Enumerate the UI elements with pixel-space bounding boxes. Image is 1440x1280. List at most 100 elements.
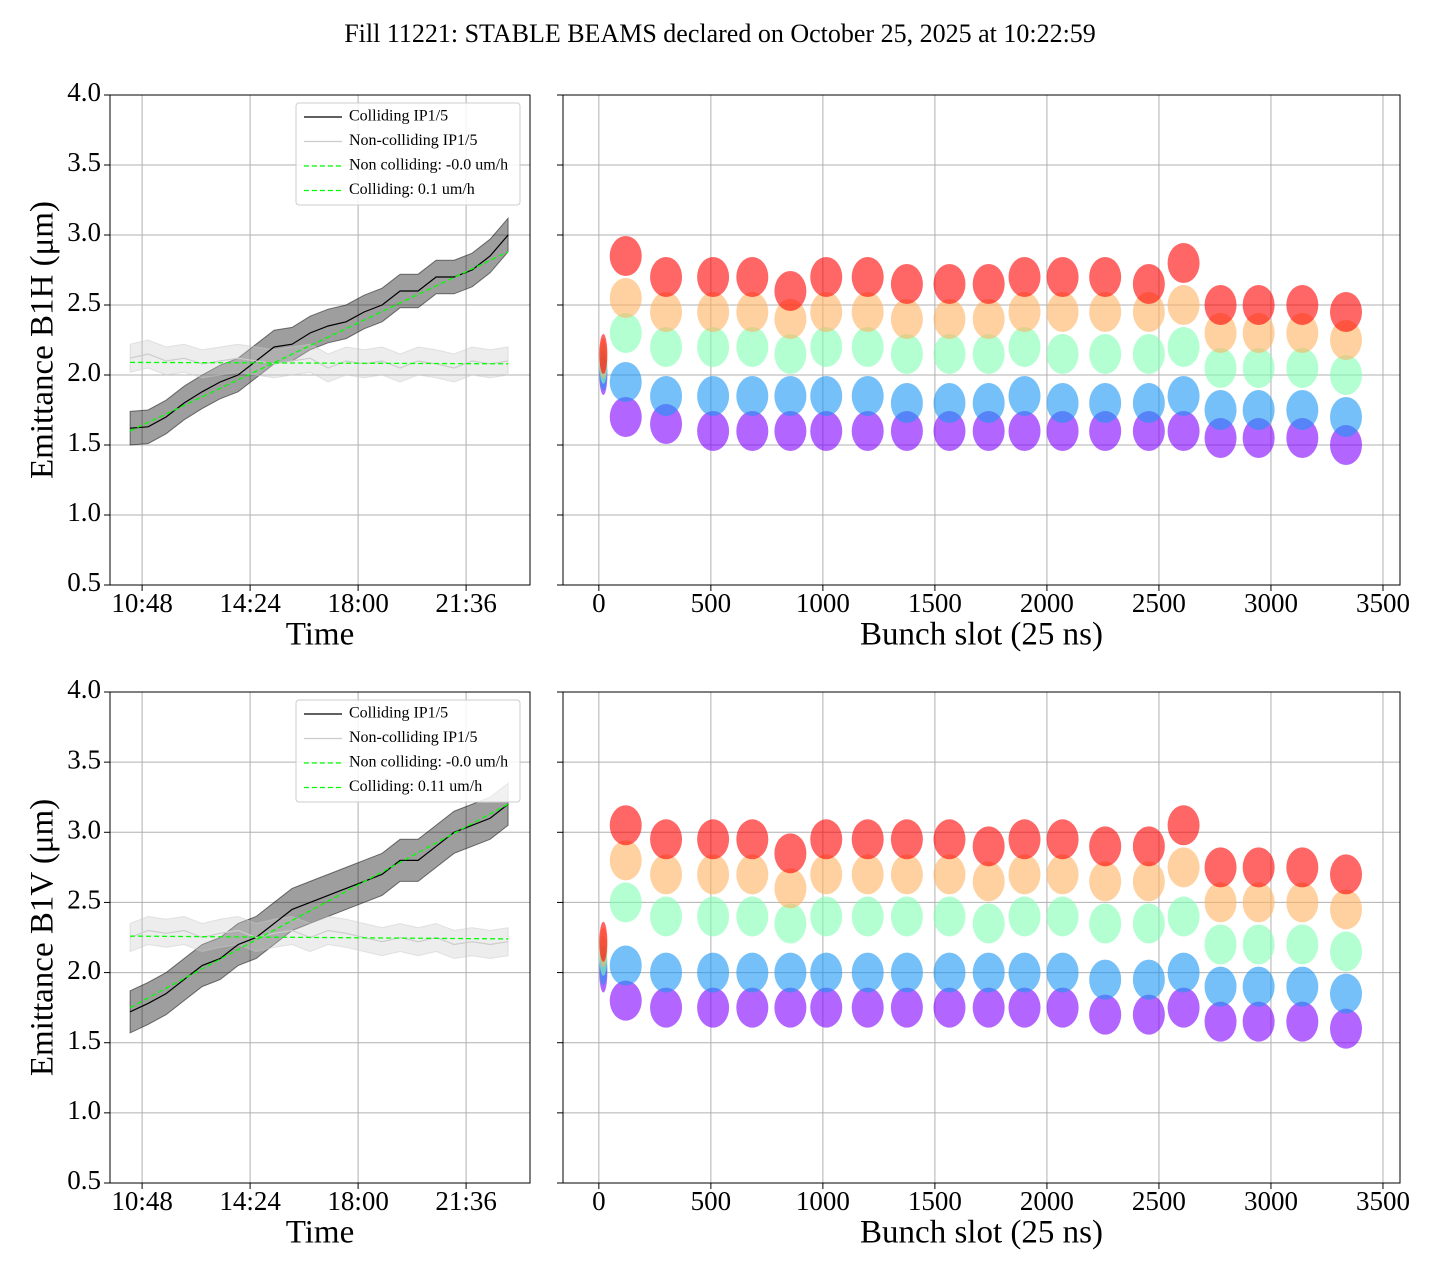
x-tick-label: 500	[691, 1186, 732, 1216]
point-cloud	[1167, 243, 1200, 283]
band	[129, 216, 509, 446]
point-cloud	[774, 411, 807, 451]
point-cloud	[609, 945, 642, 986]
point-cloud	[774, 868, 807, 909]
point-cloud	[736, 854, 769, 895]
point-cloud	[1167, 847, 1200, 888]
point-cloud	[1204, 966, 1237, 1007]
point-cloud	[890, 896, 923, 937]
series-line	[130, 935, 509, 940]
point-cloud	[933, 411, 966, 451]
point-cloud	[774, 833, 807, 874]
point-cloud	[1132, 292, 1165, 332]
point-cloud	[1242, 924, 1275, 965]
point-cloud	[890, 411, 923, 451]
point-cloud	[933, 987, 966, 1028]
point-cloud	[1089, 411, 1122, 451]
legend-label: Colliding: 0.11 um/h	[349, 778, 482, 795]
point-cloud	[736, 257, 769, 297]
y-tick-label: 3.5	[67, 744, 101, 774]
point-cloud	[650, 987, 683, 1028]
point-cloud	[609, 840, 642, 881]
point-cloud	[1242, 1001, 1275, 1042]
point-cloud	[1167, 952, 1200, 993]
point-cloud	[774, 376, 807, 416]
x-axis-label: Time	[286, 1215, 354, 1251]
point-cloud	[736, 896, 769, 937]
point-cloud	[1089, 861, 1122, 902]
point-cloud	[1008, 896, 1041, 937]
point-cloud	[810, 327, 843, 367]
figure-title: Fill 11221: STABLE BEAMS declared on Oct…	[344, 19, 1096, 48]
point-cloud	[890, 952, 923, 993]
x-tick-label: 10:48	[111, 588, 173, 618]
point-cloud	[1089, 903, 1122, 944]
point-cloud	[1089, 383, 1122, 423]
point-cloud	[1167, 285, 1200, 325]
point-cloud	[1286, 882, 1319, 923]
point-cloud	[1008, 952, 1041, 993]
y-tick-label: 1.5	[67, 1025, 101, 1055]
legend-box	[295, 102, 521, 206]
point-cloud	[1046, 292, 1079, 332]
point-cloud	[697, 987, 730, 1028]
point-cloud	[933, 952, 966, 993]
point-cloud	[933, 334, 966, 374]
point-cloud	[810, 376, 843, 416]
point-cloud	[1132, 411, 1165, 451]
point-cloud	[851, 987, 884, 1028]
legend-label: Non colliding: -0.0 um/h	[349, 754, 508, 771]
legend-label: Non-colliding IP1/5	[349, 132, 477, 149]
point-cloud	[1132, 334, 1165, 374]
point-cloud	[1286, 285, 1319, 325]
point-cloud	[1089, 959, 1122, 1000]
point-cloud	[1167, 411, 1200, 451]
y-tick-label: 1.0	[67, 497, 101, 527]
point-cloud	[810, 854, 843, 895]
x-tick-label: 21:36	[435, 1186, 497, 1216]
point-cloud	[1089, 257, 1122, 297]
panel: 0 500 1000 1500 2000 2500 3000 3500 Bunch slot (…	[557, 94, 1410, 653]
point-cloud	[810, 292, 843, 332]
point-cloud	[810, 411, 843, 451]
point-cloud	[736, 292, 769, 332]
x-tick-label: 18:00	[327, 588, 389, 618]
point-cloud	[1204, 313, 1237, 353]
x-tick-label: 10:48	[111, 1186, 173, 1216]
point-cloud	[1204, 847, 1237, 888]
point-cloud	[599, 921, 608, 962]
point-cloud	[774, 987, 807, 1028]
legend-label: Colliding: 0.1 um/h	[349, 181, 475, 198]
plot-frame	[562, 691, 1401, 1184]
point-cloud	[774, 952, 807, 993]
point-cloud	[890, 334, 923, 374]
point-cloud	[650, 819, 683, 860]
point-cloud	[1242, 966, 1275, 1007]
x-tick-label: 3500	[1356, 588, 1410, 618]
y-tick-label: 0.5	[67, 1165, 101, 1195]
x-axis-label: Bunch slot (25 ns)	[860, 1215, 1103, 1251]
point-cloud	[1089, 826, 1122, 867]
point-cloud	[851, 854, 884, 895]
panel: 10:48 14:24 18:00 21:36 0.5 1.0 1.5 2.0 2.5 3.0 3.…	[25, 674, 531, 1251]
point-cloud	[851, 819, 884, 860]
series-line	[129, 803, 509, 1013]
point-cloud	[1089, 292, 1122, 332]
point-cloud	[1008, 292, 1041, 332]
point-cloud	[1286, 390, 1319, 430]
plot-frame	[562, 94, 1401, 586]
y-tick-label: 2.0	[67, 955, 101, 985]
point-cloud	[1204, 1001, 1237, 1042]
point-cloud	[609, 362, 642, 402]
point-cloud	[697, 257, 730, 297]
legend-label: Non colliding: -0.0 um/h	[349, 157, 508, 174]
band	[129, 782, 509, 1034]
point-cloud	[851, 896, 884, 937]
point-cloud	[933, 819, 966, 860]
x-tick-label: 3000	[1244, 588, 1298, 618]
point-cloud	[1242, 418, 1275, 458]
point-cloud	[1132, 826, 1165, 867]
point-cloud	[1286, 847, 1319, 888]
point-cloud	[1046, 854, 1079, 895]
